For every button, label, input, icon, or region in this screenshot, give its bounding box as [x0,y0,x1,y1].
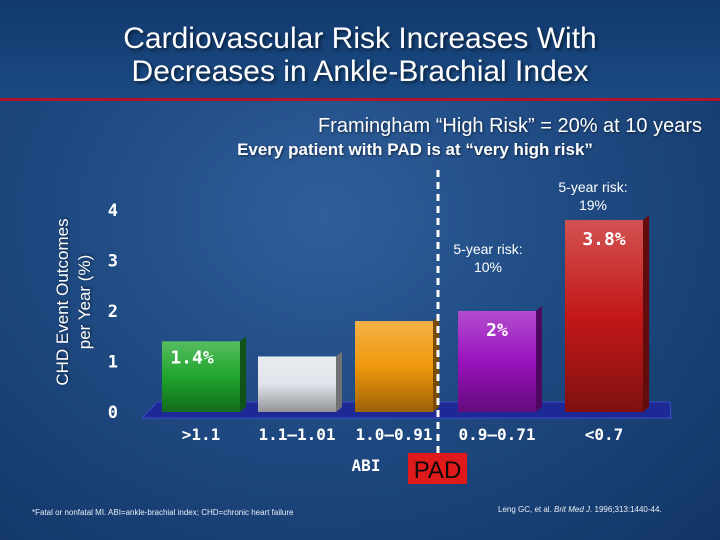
y-tick-label: 1 [108,353,118,373]
bar-side [643,215,649,412]
bar [458,311,536,412]
citation-details: . 1996;313:1440-44. [590,505,662,514]
citation-authors: Leng GC, et al. [498,505,555,514]
annotation-5yr-19: 5-year risk: 19% [558,179,627,213]
framingham-subtitle: Framingham “High Risk” = 20% at 10 years [317,115,702,137]
slide-title: Cardiovascular Risk Increases With Decre… [123,22,597,88]
citation-journal: Brit Med J [554,505,591,514]
x-axis-label: ABI [352,456,381,475]
bar-value-label: 3.8% [582,229,626,250]
x-tick-label: >1.1 [182,425,221,444]
x-tick-label: 1.0–0.91 [355,425,432,444]
bar-value-label: 2% [486,320,508,341]
bar-side [336,351,342,412]
bar [565,220,643,412]
y-tick-label: 3 [108,252,118,272]
y-tick-label: 0 [108,403,118,423]
bar-value-label: 1.4% [170,347,214,368]
bar-side [240,336,246,412]
pad-label: PAD [414,457,462,484]
pad-subtitle: Every patient with PAD is at “very high … [237,140,593,159]
bar [258,356,336,412]
footnote: *Fatal or nonfatal MI. ABI=ankle-brachia… [32,508,294,517]
annotation-5yr-10: 5-year risk: 10% [453,241,522,275]
title-divider [0,98,720,101]
title-band [0,0,720,98]
y-tick-label: 4 [108,201,118,221]
bar-side [536,306,542,412]
pad-box [408,453,467,484]
citation: Leng GC, et al. Brit Med J. 1996;313:144… [498,505,662,514]
x-tick-label: 0.9–0.71 [458,425,535,444]
bar [162,341,240,412]
y-tick-label: 2 [108,302,118,322]
x-tick-label: <0.7 [585,425,624,444]
x-tick-label: 1.1–1.01 [258,425,335,444]
bar [355,321,433,412]
